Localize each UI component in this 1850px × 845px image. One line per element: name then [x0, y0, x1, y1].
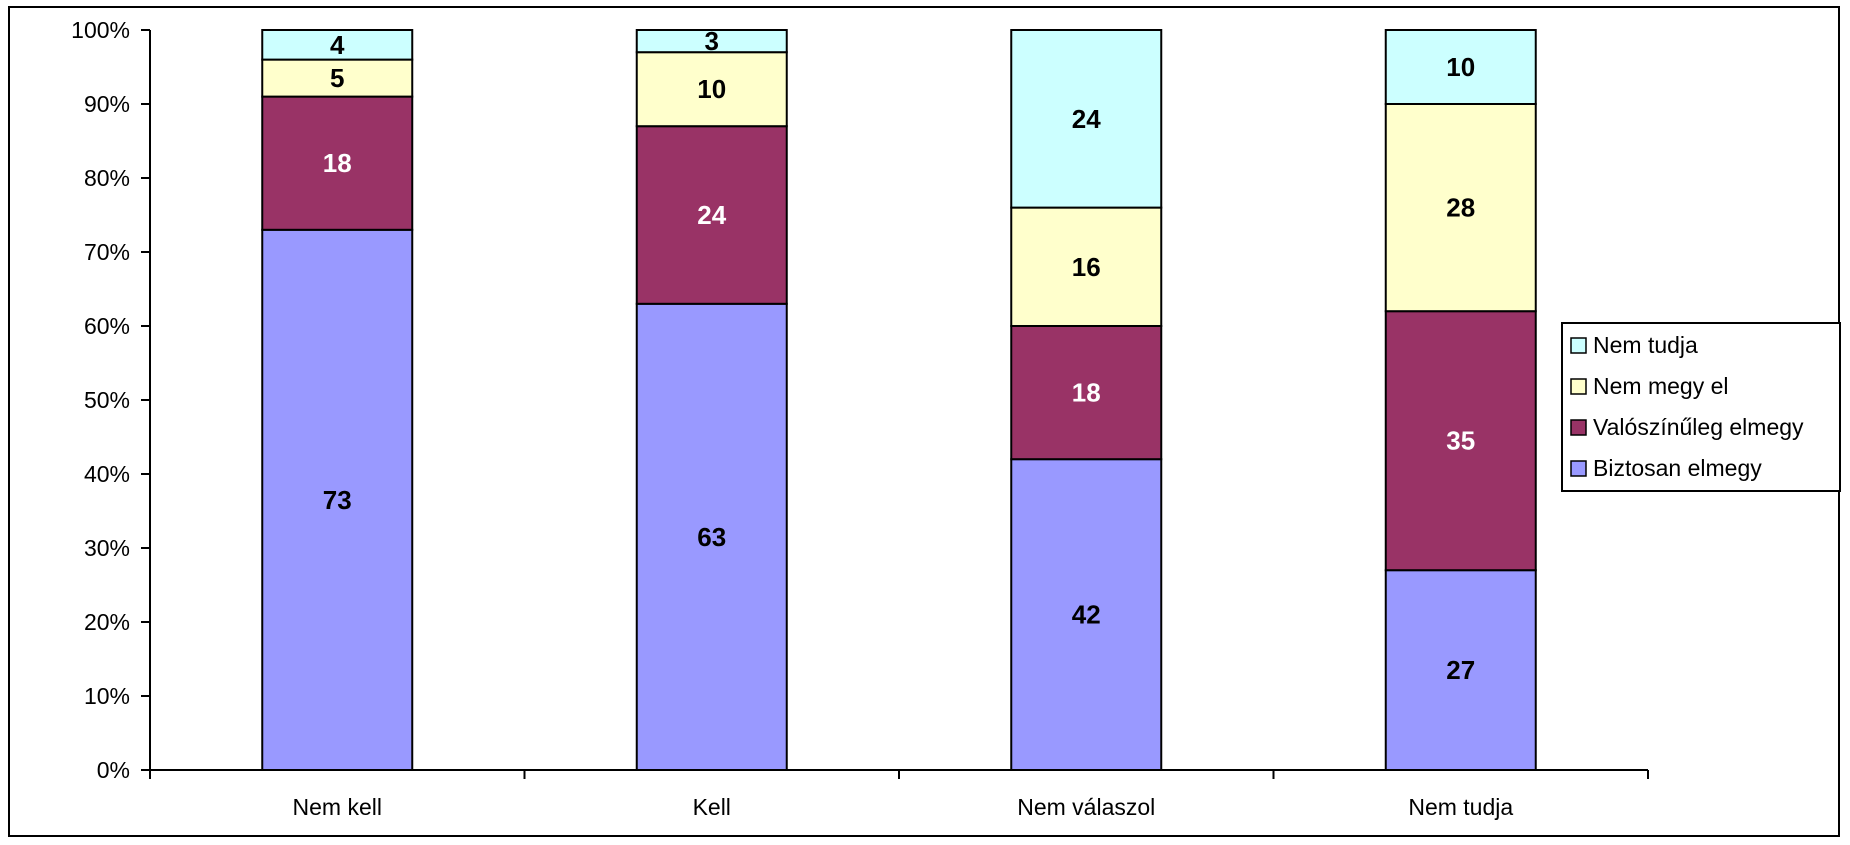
bar-segment [1384, 310, 1537, 572]
y-tick-label: 0% [97, 757, 130, 783]
legend: Nem tudja Nem megy el Valószínűleg elmegy B… [1561, 322, 1841, 492]
y-tick-label: 70% [84, 239, 130, 265]
bar-segment [1384, 569, 1537, 772]
data-label: 3 [705, 26, 719, 56]
data-labels: 73 18 54 63 24 10 3 42 18 16 24 27 35 28 10 [323, 26, 1475, 685]
x-category-label: Nem tudja [1408, 794, 1513, 820]
legend-entry-label: Nem tudja [1593, 332, 1698, 358]
data-label: 28 [1446, 193, 1475, 223]
y-tick-label: 10% [84, 683, 130, 709]
data-label: 27 [1446, 655, 1475, 685]
bars [261, 29, 1537, 772]
legend-entry-label: Biztosan elmegy [1593, 455, 1762, 481]
data-label: 16 [1072, 252, 1101, 282]
legend-swatch [1570, 337, 1587, 354]
bar-segment [1010, 206, 1163, 328]
data-label: 10 [697, 74, 726, 104]
bar-segment [635, 125, 788, 305]
data-label: 35 [1446, 426, 1475, 456]
bar-segment [1010, 29, 1163, 209]
legend-entry-label: Valószínűleg elmegy [1593, 414, 1804, 440]
y-tick-label: 80% [84, 165, 130, 191]
legend-swatch [1570, 460, 1587, 477]
bar-segment [261, 29, 414, 61]
data-label: 73 [323, 485, 352, 515]
data-label: 18 [323, 148, 352, 178]
bar-segment [261, 58, 414, 98]
data-label: 4 [330, 30, 345, 60]
data-label: 24 [1072, 104, 1101, 134]
y-tick-label: 90% [84, 91, 130, 117]
data-label: 18 [1072, 378, 1101, 408]
bar-segment [1384, 29, 1537, 105]
legend-swatch [1570, 419, 1587, 436]
data-label: 5 [330, 63, 344, 93]
bar-segment [635, 29, 788, 54]
legend-box [1561, 322, 1841, 492]
bar-segment [1384, 103, 1537, 313]
x-category-label: Nem kell [293, 794, 382, 820]
y-tick-label: 60% [84, 313, 130, 339]
y-tick-label: 30% [84, 535, 130, 561]
bar-segment [1010, 458, 1163, 771]
y-tick-label: 50% [84, 387, 130, 413]
bar-segment [635, 302, 788, 771]
data-label: 42 [1072, 600, 1101, 630]
data-label: 24 [697, 200, 726, 230]
bar-segment [635, 51, 788, 128]
bar-segment [261, 95, 414, 231]
y-tick-label: 100% [71, 17, 130, 43]
data-label: 10 [1446, 52, 1475, 82]
data-label: 63 [697, 522, 726, 552]
y-tick-label: 40% [84, 461, 130, 487]
x-category-label: Nem válaszol [1017, 794, 1155, 820]
y-tick-label: 20% [84, 609, 130, 635]
x-category-label: Kell [693, 794, 731, 820]
legend-entry-label: Nem megy el [1593, 373, 1728, 399]
legend-swatch [1570, 378, 1587, 395]
